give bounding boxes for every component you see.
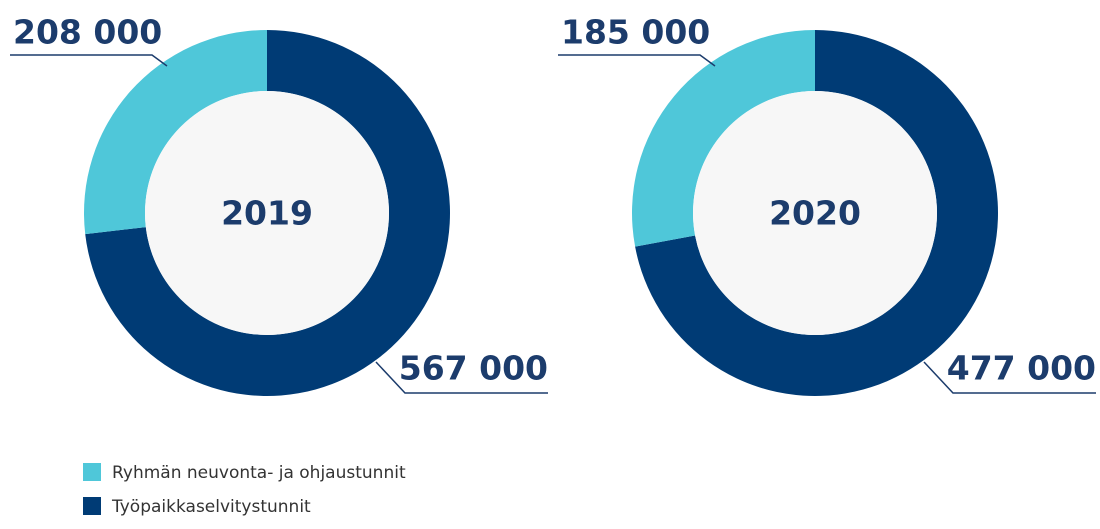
legend-label: Työpaikkaselvitystunnit: [111, 497, 311, 517]
value-label: 185 000: [561, 13, 710, 52]
donut-segment: [631, 30, 815, 247]
leader-line: [375, 361, 548, 394]
value-label: 208 000: [13, 13, 162, 52]
legend-swatch: [83, 497, 101, 515]
leader-line: [10, 54, 168, 67]
leader-line: [558, 54, 716, 67]
legend-label: Ryhmän neuvonta- ja ohjaustunnit: [112, 463, 406, 483]
center-title: 2019: [221, 194, 313, 233]
leader-line: [923, 361, 1096, 394]
donut-segment: [85, 30, 450, 397]
donut-hole: [145, 91, 389, 335]
donut-segment: [635, 30, 998, 396]
value-label: 477 000: [947, 349, 1096, 388]
value-label: 567 000: [399, 349, 548, 388]
center-title: 2020: [769, 194, 861, 233]
donut-segment: [84, 30, 267, 235]
donut-hole: [693, 91, 937, 335]
legend-swatch: [83, 463, 101, 481]
